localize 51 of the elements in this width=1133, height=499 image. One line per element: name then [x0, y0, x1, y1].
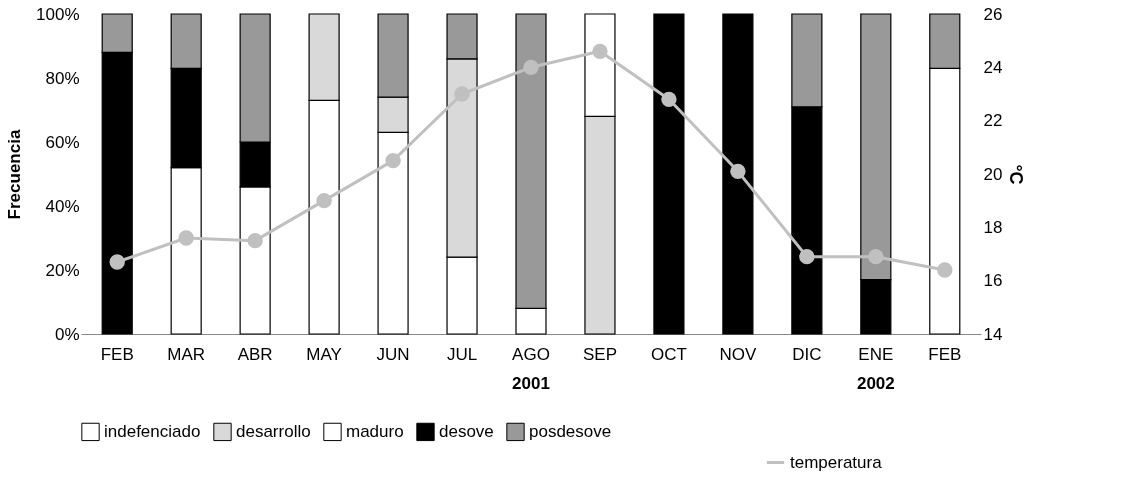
y2-tick-label: 18: [983, 217, 1003, 237]
x-tick-label: FEB: [928, 344, 962, 364]
y-tick-label: 20%: [45, 260, 80, 280]
y2-tick-label: 22: [983, 111, 1003, 131]
y-tick-label: 60%: [45, 132, 80, 152]
legend-label: desove: [439, 421, 494, 441]
point: [661, 91, 677, 108]
point: [799, 248, 815, 265]
legend-label: temperatura: [790, 452, 883, 472]
point: [109, 254, 125, 270]
y2-axis-title: °C: [1006, 164, 1027, 185]
x-tick-label: FEB: [100, 344, 134, 364]
x-tick-label: JUL: [446, 344, 478, 364]
point: [592, 43, 608, 60]
legend-label: maduro: [346, 421, 404, 441]
y-tick-label: 40%: [45, 196, 80, 216]
x-tick-label: ENE: [858, 344, 894, 364]
y-axis-title: Frecuencia: [5, 129, 25, 220]
y-tick-label: 100%: [36, 4, 80, 24]
point: [454, 86, 470, 102]
point: [937, 262, 953, 278]
legend-label: indefenciado: [104, 421, 201, 441]
x-tick-label: MAY: [306, 344, 342, 364]
x-tick-label: AGO: [512, 344, 550, 364]
point: [316, 192, 332, 209]
x-tick-label: DIC: [792, 344, 822, 364]
point: [178, 230, 194, 246]
bar: [722, 13, 754, 335]
y2-tick-label: 14: [983, 324, 1003, 344]
point: [523, 59, 539, 76]
x-tick-label: JUN: [376, 344, 410, 364]
y2-tick-label: 26: [983, 4, 1003, 24]
point: [385, 152, 401, 169]
x-tick-label: OCT: [650, 344, 687, 364]
y-tick-label: 0%: [54, 324, 80, 344]
y2-tick-label: 20: [983, 164, 1003, 184]
x-tick-label: MAR: [167, 344, 206, 364]
point: [730, 163, 746, 180]
text: 2002: [856, 374, 895, 393]
text: 2001: [512, 374, 550, 393]
y2-tick-label: 16: [983, 271, 1003, 291]
y-tick-label: 80%: [45, 68, 80, 88]
x-tick-label: ABR: [237, 344, 273, 364]
x-tick-label: SEP: [582, 344, 617, 364]
legend-label: posdesove: [529, 421, 612, 441]
bar: [653, 13, 685, 335]
x-tick-label: NOV: [719, 344, 757, 364]
legend-label: desarrollo: [236, 421, 311, 441]
point: [868, 248, 884, 265]
point: [247, 232, 263, 249]
y2-tick-label: 24: [983, 57, 1003, 77]
